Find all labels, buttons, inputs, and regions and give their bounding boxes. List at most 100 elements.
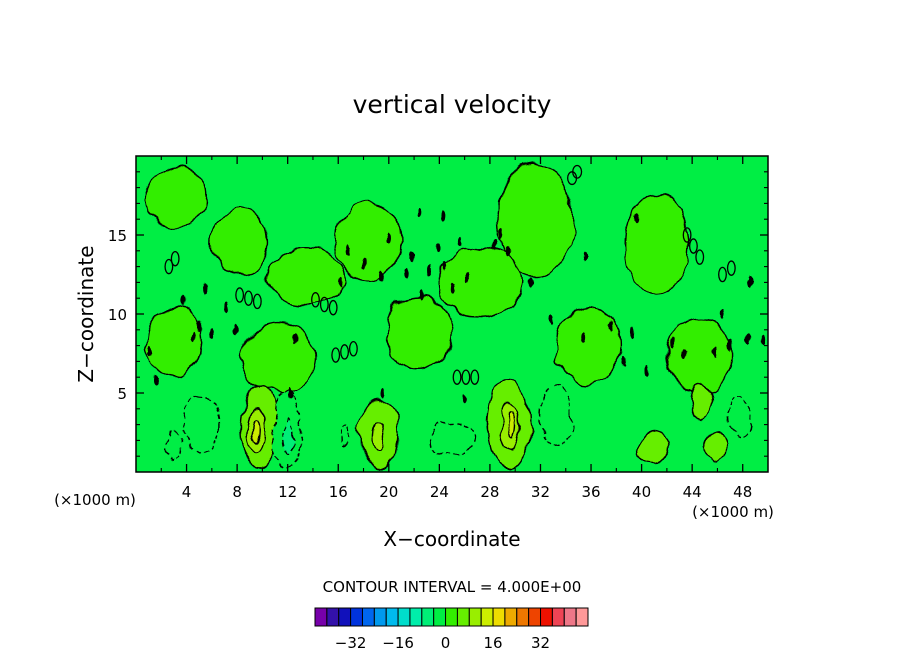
small-contour-mark bbox=[154, 374, 159, 386]
colorbar-swatch bbox=[314, 607, 328, 627]
small-contour-mark bbox=[404, 267, 409, 279]
small-contour-mark bbox=[462, 393, 467, 405]
x-axis: 4 8 12 16 20 24 28 32 36 40 44 48 bbox=[160, 156, 752, 501]
x-tick-label: 4 bbox=[182, 483, 192, 501]
colorbar-swatch bbox=[350, 607, 363, 627]
small-contour-mark bbox=[386, 232, 391, 244]
downdraft-contour bbox=[283, 419, 295, 453]
contour-region-outline bbox=[666, 318, 734, 393]
updraft-contour bbox=[691, 381, 714, 421]
colorbar-swatch bbox=[326, 607, 340, 627]
small-contour-ring bbox=[328, 299, 338, 316]
small-contour-ring bbox=[572, 164, 583, 179]
small-contour-mark bbox=[197, 321, 202, 333]
small-contour-mark bbox=[379, 270, 384, 282]
contour-region-outline bbox=[624, 193, 690, 296]
small-contour-mark bbox=[581, 332, 586, 344]
y-tick-label: 10 bbox=[108, 306, 127, 324]
colorbar-swatch bbox=[409, 607, 423, 627]
small-contour-ring bbox=[718, 266, 727, 283]
small-contour-ring bbox=[688, 238, 698, 254]
small-contour-ring bbox=[244, 290, 253, 306]
colorbar-swatch bbox=[492, 607, 506, 627]
colorbar-swatch bbox=[480, 607, 494, 627]
colorbar-swatch bbox=[338, 607, 352, 627]
x-tick-label: 40 bbox=[632, 483, 651, 501]
small-contour-mark bbox=[748, 276, 753, 288]
colorbar-swatch bbox=[421, 607, 435, 627]
colorbar-swatch bbox=[456, 607, 470, 627]
contour-region-outline bbox=[385, 295, 453, 370]
small-contour-mark bbox=[224, 302, 230, 314]
small-contour-mark bbox=[288, 387, 293, 399]
updraft-contour bbox=[252, 417, 260, 445]
updraft-contour bbox=[638, 431, 671, 465]
x-tick-label: 48 bbox=[733, 483, 752, 501]
small-contour-mark bbox=[609, 321, 614, 333]
small-contour-ring bbox=[235, 287, 245, 303]
updraft-contour bbox=[371, 422, 386, 453]
small-contour-mark bbox=[434, 242, 440, 254]
small-contour-mark bbox=[409, 251, 414, 263]
small-contour-mark bbox=[583, 251, 589, 263]
contour-region-outline bbox=[554, 306, 623, 385]
small-contour-mark bbox=[745, 333, 750, 345]
colorbar-tick-labels: −32 −16 0 16 32 bbox=[335, 634, 550, 652]
small-contour-mark bbox=[634, 213, 639, 225]
y-tick-label: 15 bbox=[108, 227, 127, 245]
small-contour-ring bbox=[170, 250, 180, 267]
small-contour-mark bbox=[181, 294, 187, 306]
small-contour-mark bbox=[209, 327, 215, 339]
small-contour-ring bbox=[319, 296, 329, 313]
plot-area bbox=[135, 155, 769, 473]
x-tick-label: 24 bbox=[430, 483, 449, 501]
chart-title: vertical velocity bbox=[353, 90, 552, 119]
y-axis: 5 10 15 bbox=[108, 171, 768, 457]
contour-region-outline bbox=[266, 246, 344, 306]
small-contour-ring bbox=[452, 369, 462, 385]
small-contour-mark bbox=[669, 336, 675, 348]
x-tick-label: 16 bbox=[329, 483, 348, 501]
downdraft-contour bbox=[539, 387, 572, 446]
small-contour-mark bbox=[442, 259, 447, 271]
colorbar-tick-label: 0 bbox=[441, 634, 451, 652]
small-contour-mark bbox=[720, 308, 725, 320]
small-contour-mark bbox=[440, 210, 446, 222]
small-contour-mark bbox=[644, 365, 649, 377]
updraft-contour bbox=[508, 411, 518, 438]
small-contour-mark bbox=[449, 283, 455, 295]
contour-region-outline bbox=[145, 306, 203, 378]
small-contour-ring bbox=[470, 369, 480, 385]
field-layer bbox=[145, 161, 766, 470]
small-contour-mark bbox=[338, 276, 343, 288]
small-contour-mark bbox=[232, 324, 237, 336]
contour-region-outline bbox=[335, 202, 403, 280]
small-contour-ring bbox=[252, 293, 262, 310]
small-contour-mark bbox=[416, 207, 422, 219]
small-contour-mark bbox=[548, 314, 553, 326]
small-contour-ring bbox=[331, 347, 341, 363]
contour-interval-text: CONTOUR INTERVAL = 4.000E+00 bbox=[323, 578, 582, 596]
small-contour-mark bbox=[146, 346, 151, 358]
small-contour-mark bbox=[492, 238, 498, 250]
colorbar-swatch bbox=[373, 607, 387, 627]
small-contour-mark bbox=[621, 355, 627, 367]
downdraft-contour bbox=[183, 395, 221, 454]
colorbar-swatch bbox=[385, 607, 399, 627]
x-tick-label: 28 bbox=[480, 483, 499, 501]
colorbar-swatch bbox=[361, 607, 375, 627]
downdraft-contour bbox=[429, 420, 475, 457]
colorbar bbox=[314, 607, 589, 627]
small-contour-mark bbox=[629, 327, 634, 339]
y-tick-label: 5 bbox=[117, 385, 127, 403]
colorbar-tick-label: −32 bbox=[335, 634, 367, 652]
small-contour-mark bbox=[505, 245, 510, 257]
x-tick-label: 8 bbox=[232, 483, 242, 501]
x-unit-label: (×1000 m) bbox=[692, 503, 774, 521]
small-contour-mark bbox=[682, 348, 687, 359]
colorbar-swatch bbox=[468, 607, 482, 627]
small-contour-mark bbox=[361, 257, 366, 269]
x-tick-label: 12 bbox=[278, 483, 297, 501]
small-contour-ring bbox=[340, 344, 350, 360]
